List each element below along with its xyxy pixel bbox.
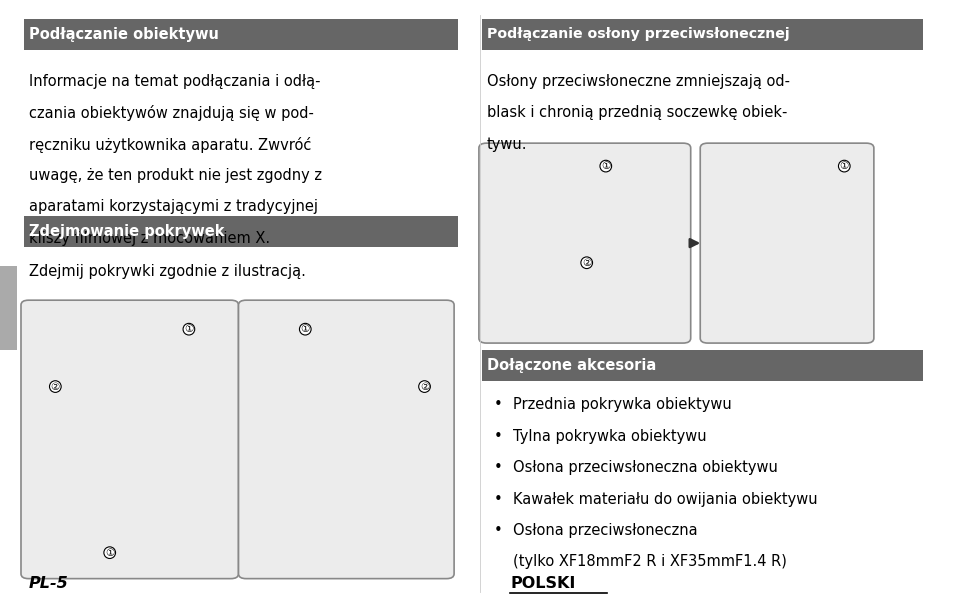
Text: czania obiektywów znajdują się w pod-: czania obiektywów znajdują się w pod- [29,105,314,121]
Bar [481,19,922,50]
Text: •: • [494,460,502,475]
Bar [24,216,457,247]
Text: Osłona przeciwsłoneczna: Osłona przeciwsłoneczna [513,523,698,538]
Text: kliszy filmowej z mocowaniem X.: kliszy filmowej z mocowaniem X. [29,231,270,246]
FancyBboxPatch shape [700,143,873,343]
Text: ①: ① [600,161,610,171]
Text: ①: ① [300,324,310,334]
Text: •: • [494,429,502,444]
Text: ②: ② [581,258,591,268]
FancyBboxPatch shape [21,300,238,579]
Text: •: • [494,523,502,538]
Text: blask i chronią przednią soczewkę obiek-: blask i chronią przednią soczewkę obiek- [486,105,786,120]
FancyBboxPatch shape [238,300,454,579]
Text: Osłony przeciwsłoneczne zmniejszają od-: Osłony przeciwsłoneczne zmniejszają od- [486,74,789,89]
Text: Podłączanie osłony przeciwsłonecznej: Podłączanie osłony przeciwsłonecznej [486,27,788,42]
Text: PL-5: PL-5 [29,576,69,591]
Text: ①: ① [839,161,848,171]
Bar [24,19,457,50]
Text: •: • [494,397,502,413]
Text: aparatami korzystającymi z tradycyjnej: aparatami korzystającymi z tradycyjnej [29,199,317,214]
Bar [481,350,922,381]
Text: Dołączone akcesoria: Dołączone akcesoria [486,358,655,373]
Text: Kawałek materiału do owijania obiektywu: Kawałek materiału do owijania obiektywu [513,492,817,507]
Text: Zdejmowanie pokrywek: Zdejmowanie pokrywek [29,224,224,239]
Text: ①: ① [184,324,193,334]
Text: Zdejmij pokrywki zgodnie z ilustracją.: Zdejmij pokrywki zgodnie z ilustracją. [29,264,305,279]
Text: •: • [494,492,502,507]
Text: Informacje na temat podłączania i odłą-: Informacje na temat podłączania i odłą- [29,74,320,89]
Text: uwagę, że ten produkt nie jest zgodny z: uwagę, że ten produkt nie jest zgodny z [29,168,321,183]
Text: Przednia pokrywka obiektywu: Przednia pokrywka obiektywu [513,397,731,413]
Text: Podłączanie obiektywu: Podłączanie obiektywu [29,27,218,42]
Text: (tylko XF18mmF2 R i XF35mmF1.4 R): (tylko XF18mmF2 R i XF35mmF1.4 R) [513,554,786,570]
Text: Tylna pokrywka obiektywu: Tylna pokrywka obiektywu [513,429,706,444]
Text: ②: ② [419,382,429,391]
Text: POLSKI: POLSKI [510,576,576,591]
Bar [0,266,17,350]
Text: ②: ② [51,382,60,391]
Text: Osłona przeciwsłoneczna obiektywu: Osłona przeciwsłoneczna obiektywu [513,460,778,475]
Text: ①: ① [105,548,114,557]
Text: tywu.: tywu. [486,137,526,152]
Text: ręczniku użytkownika aparatu. Zwvróć: ręczniku użytkownika aparatu. Zwvróć [29,137,311,152]
FancyBboxPatch shape [478,143,690,343]
